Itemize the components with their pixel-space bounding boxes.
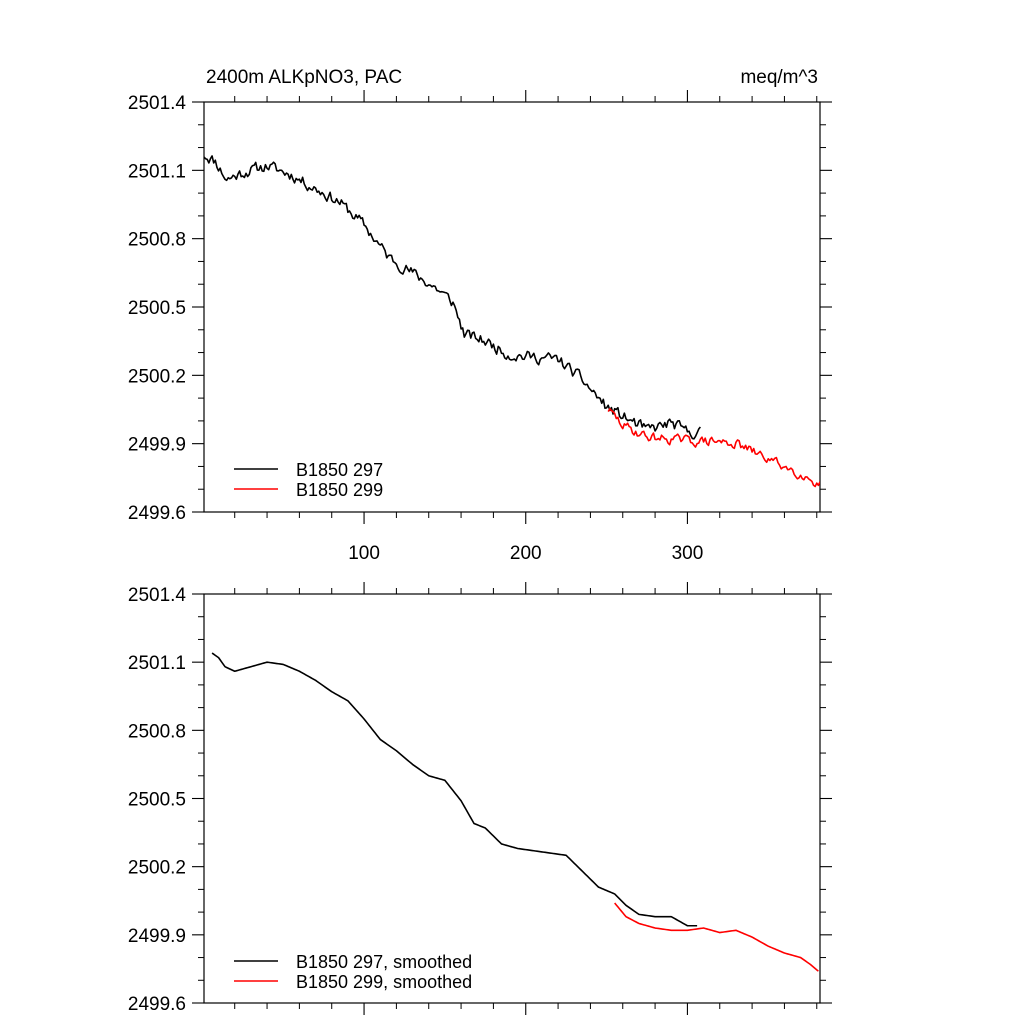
plot-frame [203,593,821,1004]
series-line-2 [607,408,820,488]
chart-title-left: 2400m ALKpNO3, PAC [206,67,402,88]
y-tick-label: 2501.4 [128,585,187,606]
legend-label-2: B1850 299 [296,480,383,500]
chart-panel-1: 2499.6 2499.9 2500.2 2500.5 2500.8 2501.1 2501… [128,67,832,564]
y-tick-label: 2499.6 [128,994,186,1015]
y-tick-label: 2499.6 [128,503,186,524]
y-tick-label: 2501.4 [128,93,187,114]
y-tick-label: 2500.2 [128,858,186,879]
x-tick-label: 300 [672,543,704,564]
y-tick-label: 2499.9 [128,926,186,947]
x-tick-label: 200 [510,543,542,564]
chart-panel-2: 2499.6 2499.9 2500.2 2500.5 2500.8 2501.1 2501… [128,582,832,1015]
series-line-1 [204,155,701,440]
y-tick-label: 2500.5 [128,298,186,319]
y-tick-label: 2500.5 [128,790,186,811]
y-tick-label: 2500.8 [128,230,186,251]
series-line-2 [614,902,819,972]
y-tick-label: 2500.8 [128,721,186,742]
y-tick-label: 2500.2 [128,366,186,387]
x-tick-label: 100 [348,543,380,564]
y-tick-label: 2501.1 [128,653,186,674]
y-tick-label: 2501.1 [128,161,186,182]
legend-label-1: B1850 297, smoothed [296,952,472,972]
plot-frame [203,101,821,513]
series-line-1 [211,652,698,927]
y-tick-label: 2499.9 [128,435,186,456]
chart-title-right: meq/m^3 [740,67,818,88]
legend-label-1: B1850 297 [296,460,383,480]
legend-label-2: B1850 299, smoothed [296,972,472,992]
